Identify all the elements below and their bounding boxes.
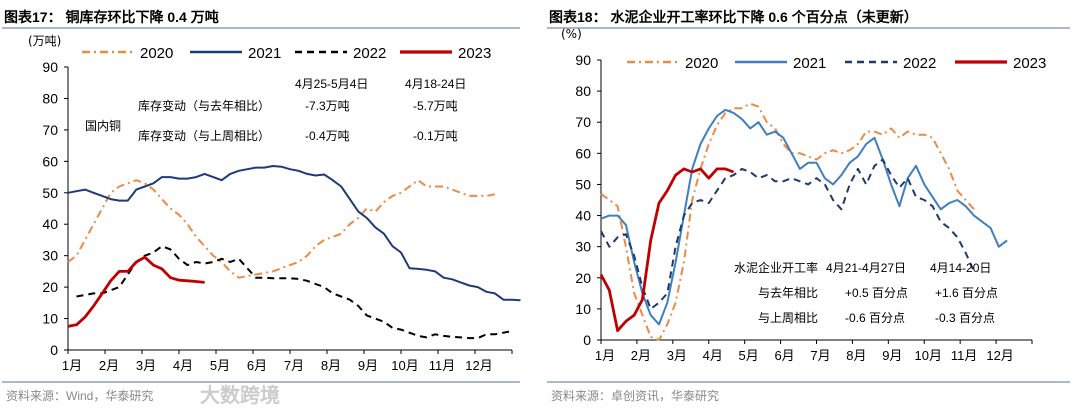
x-tick-label: 7月 (810, 348, 830, 363)
x-tick-label: 12月 (465, 358, 492, 373)
x-tick-label: 3月 (667, 348, 687, 363)
annotation-row-label: 库存变动（与去年相比） (138, 98, 270, 113)
y-tick-label: 60 (575, 145, 591, 161)
legend-label: 2023 (1013, 55, 1046, 72)
x-tick-label: 6月 (774, 348, 794, 363)
annotation-row-label: 与去年相比 (758, 286, 818, 300)
y-tick-label: 40 (42, 216, 58, 232)
legend-label: 2020 (685, 55, 718, 72)
annotation-value: -5.7万吨 (413, 99, 458, 113)
y-tick-label: 10 (42, 311, 58, 327)
legend-label: 2023 (458, 45, 491, 62)
source-note: 资料来源：卓创资讯，华泰研究 (551, 388, 719, 403)
y-tick-label: 0 (50, 342, 58, 358)
annotation-row-label: 与上周相比 (758, 311, 818, 325)
y-tick-label: 30 (42, 248, 58, 264)
x-tick-label: 1月 (595, 348, 615, 363)
x-tick-label: 12月 (986, 348, 1013, 363)
x-tick-label: 11月 (951, 348, 978, 363)
annotation-value: -0.4万吨 (305, 129, 350, 143)
y-tick-label: 10 (575, 301, 591, 317)
watermark: 大数跨境 (200, 383, 280, 407)
y-tick-label: 40 (575, 208, 591, 224)
y-tick-label: 50 (575, 176, 591, 192)
x-tick-label: 4月 (703, 348, 723, 363)
x-tick-label: 9月 (358, 358, 378, 373)
x-tick-label: 5月 (210, 358, 230, 373)
y-tick-label: 30 (575, 239, 591, 255)
annotation-row-label: 库存变动（与上周相比） (138, 128, 270, 143)
chart-title: 图表17： 铜库存环比下降 0.4 万吨 (4, 9, 219, 25)
y-tick-label: 80 (42, 90, 58, 106)
x-tick-label: 10月 (391, 358, 418, 373)
annotation-value: +0.5 百分点 (845, 286, 908, 300)
annotation-period: 4月18-24日 (405, 77, 466, 91)
y-tick-label: 20 (42, 279, 58, 295)
x-tick-label: 4月 (173, 358, 193, 373)
series-line-2020 (600, 102, 975, 341)
chart-title: 图表18： 水泥企业开工率环比下降 0.6 个百分点（未更新） (549, 9, 918, 25)
legend-label: 2022 (353, 45, 386, 62)
legend-label: 2022 (903, 55, 936, 72)
annotation-value: +1.6 百分点 (935, 286, 998, 300)
x-tick-label: 1月 (62, 358, 82, 373)
x-tick-label: 9月 (882, 348, 902, 363)
annotation-period: 4月21-4月27日 (826, 261, 906, 275)
x-tick-label: 3月 (136, 358, 156, 373)
x-tick-label: 10月 (915, 348, 942, 363)
x-tick-label: 2月 (631, 348, 651, 363)
x-tick-label: 7月 (284, 358, 304, 373)
series-line-2021 (67, 165, 521, 302)
y-tick-label: 50 (42, 185, 58, 201)
y-tick-label: 60 (42, 153, 58, 169)
source-note: 资料来源：Wind，华泰研究 (6, 388, 153, 403)
annotation-value: -0.6 百分点 (845, 311, 905, 325)
annotation-value: -0.3 百分点 (935, 311, 995, 325)
series-line-2022 (76, 245, 513, 340)
legend-label: 2020 (140, 45, 173, 62)
annotation-group: 国内铜 (85, 118, 121, 133)
annotation-value: -7.3万吨 (305, 99, 350, 113)
y-tick-label: 70 (42, 122, 58, 138)
y-tick-label: 90 (575, 52, 591, 68)
annotation-period: 4月25-5月4日 (295, 77, 368, 91)
y-axis-unit: (%) (561, 27, 582, 41)
legend-label: 2021 (248, 45, 281, 62)
annotation-group: 水泥企业开工率 (734, 260, 818, 275)
x-tick-label: 11月 (429, 358, 456, 373)
x-tick-label: 2月 (99, 358, 119, 373)
x-tick-label: 8月 (846, 348, 866, 363)
y-axis-unit: (万吨) (28, 34, 61, 48)
annotation-period: 4月14-20日 (930, 261, 991, 275)
series-line-2023 (599, 167, 735, 333)
legend-label: 2021 (793, 55, 826, 72)
x-tick-label: 8月 (321, 358, 341, 373)
y-tick-label: 0 (583, 332, 591, 348)
annotation-value: -0.1万吨 (413, 129, 458, 143)
x-tick-label: 6月 (247, 358, 267, 373)
series-line-2023 (67, 255, 205, 328)
series-line-2021 (600, 108, 1008, 326)
y-tick-label: 90 (42, 59, 58, 75)
y-tick-label: 80 (575, 83, 591, 99)
series-line-2020 (67, 179, 496, 279)
series-line-2022 (600, 158, 975, 310)
x-tick-label: 5月 (739, 348, 759, 363)
y-tick-label: 20 (575, 270, 591, 286)
y-tick-label: 70 (575, 114, 591, 130)
